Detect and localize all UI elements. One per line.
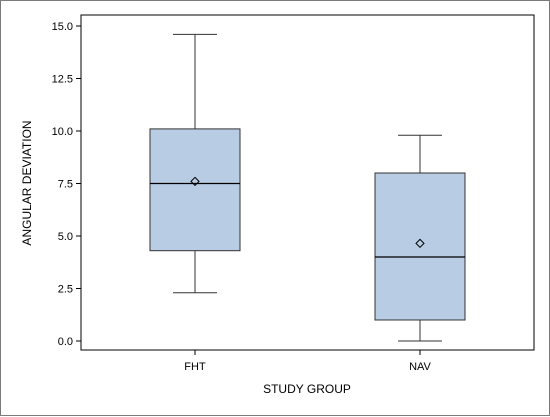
mean-marker — [415, 238, 425, 249]
box-fht — [149, 33, 241, 294]
x-axis-title: STUDY GROUP — [263, 382, 351, 396]
y-tick-label: 0.0 — [58, 336, 73, 348]
y-axis-title: ANGULAR DEVIATION — [20, 120, 34, 245]
y-tick-label: 7.5 — [58, 179, 73, 191]
mean-marker — [190, 176, 200, 187]
y-tick-label: 15.0 — [52, 21, 73, 33]
box-nav — [374, 134, 466, 342]
plot-area — [80, 14, 535, 351]
y-tick-label: 12.5 — [52, 74, 73, 86]
x-tick-label: NAV — [409, 361, 431, 373]
y-tick-label: 10.0 — [52, 126, 73, 138]
y-tick-label: 5.0 — [58, 231, 73, 243]
y-tick-label: 2.5 — [58, 284, 73, 296]
iqr-box — [149, 128, 241, 252]
iqr-box — [374, 172, 466, 321]
x-axis: FHT NAV — [184, 350, 432, 373]
y-axis: 0.0 2.5 5.0 7.5 10.0 12.5 15.0 — [52, 21, 81, 348]
x-tick-label: FHT — [184, 361, 206, 373]
boxes-group — [149, 33, 466, 342]
